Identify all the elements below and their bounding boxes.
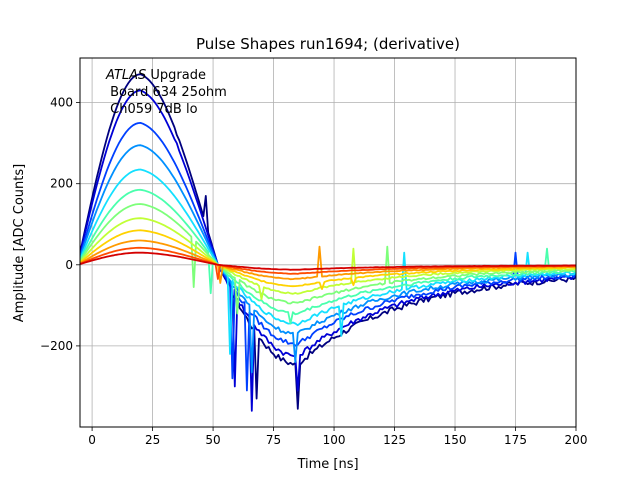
series-line-9 [80, 229, 576, 291]
series-group [80, 73, 576, 412]
annotation-atlas: ATLAS [105, 68, 146, 83]
x-tick-label: 75 [266, 433, 281, 447]
plot-frame [79, 57, 577, 428]
y-tick-label: −200 [40, 339, 73, 353]
series-line-2 [80, 89, 576, 412]
x-tick-label: 175 [504, 433, 527, 447]
annotation-line-2: Board 634 25ohm [106, 85, 227, 100]
annotation-line-3: Ch059 7dB lo [106, 102, 198, 117]
y-tick-label: 200 [50, 177, 73, 191]
x-tick-label: 50 [205, 433, 220, 447]
series-line-10 [80, 239, 576, 284]
series-line-3 [80, 122, 576, 392]
series-line-4 [80, 144, 576, 374]
y-tick-label: 0 [65, 258, 73, 272]
y-axis-ticks: −200 0 200 400 [40, 96, 80, 353]
x-axis-ticks: 0 25 50 75 100 125 150 175 200 [88, 427, 587, 447]
series-line-7 [80, 203, 576, 315]
x-tick-label: 200 [565, 433, 588, 447]
x-tick-label: 125 [383, 433, 406, 447]
x-tick-label: 25 [145, 433, 160, 447]
annotation-line-1: ATLAS Upgrade [105, 68, 206, 83]
x-tick-label: 0 [88, 433, 96, 447]
annotation-upgrade: Upgrade [146, 68, 206, 83]
series-line-12 [80, 251, 576, 271]
x-tick-label: 150 [444, 433, 467, 447]
series-line-6 [80, 188, 576, 325]
series-line-8 [80, 217, 576, 301]
chart-title: Pulse Shapes run1694; (derivative) [196, 35, 460, 53]
series-line-1 [80, 73, 576, 410]
series-line-5 [80, 168, 576, 355]
y-axis-label: Amplitude [ADC Counts] [12, 164, 27, 322]
x-axis-label: Time [ns] [296, 457, 358, 472]
x-tick-label: 100 [323, 433, 346, 447]
y-tick-label: 400 [50, 96, 73, 110]
